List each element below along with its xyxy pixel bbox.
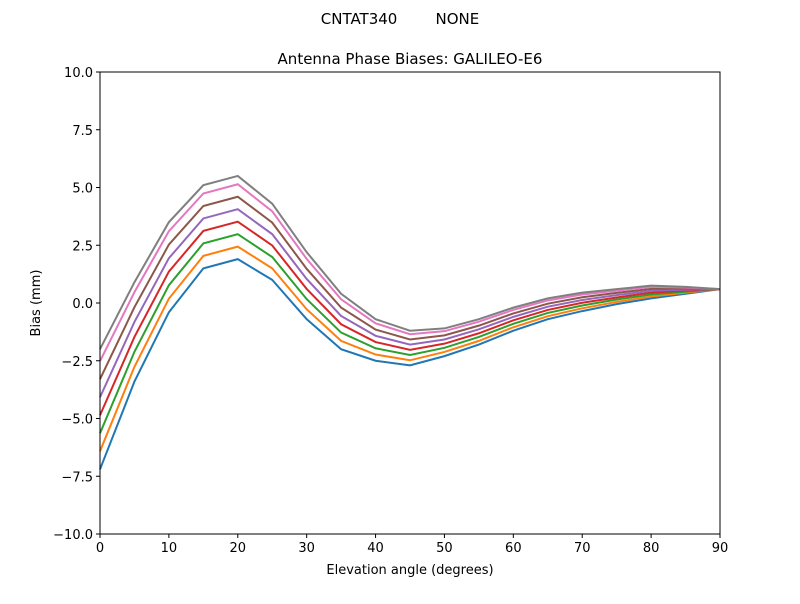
suptitle: CNTAT340 NONE xyxy=(321,10,479,28)
y-tick-label: 5.0 xyxy=(72,182,93,197)
x-tick-label: 20 xyxy=(230,541,247,556)
y-tick-label: 2.5 xyxy=(72,239,93,254)
x-tick-label: 40 xyxy=(367,541,384,556)
series-line-3 xyxy=(99,220,721,416)
x-tick-label: 10 xyxy=(161,541,178,556)
y-tick-label: −2.5 xyxy=(61,355,93,370)
y-tick-label: 0.0 xyxy=(72,297,93,312)
x-axis-label: Elevation angle (degrees) xyxy=(326,563,493,578)
x-tick-label: 30 xyxy=(298,541,315,556)
y-tick-label: −7.5 xyxy=(61,470,93,485)
x-tick-label: 70 xyxy=(574,541,591,556)
y-axis: −10.0 −7.5 −5.0 −2.5 0.0 2.5 5.0 7.5 10.0 xyxy=(53,66,100,543)
series-line-7 xyxy=(99,174,721,350)
x-axis: 0 10 20 30 40 50 60 70 80 90 xyxy=(96,534,728,556)
y-tick-label: 7.5 xyxy=(72,124,93,139)
y-tick-label: −5.0 xyxy=(61,413,93,428)
y-axis-label: Bias (mm) xyxy=(29,270,44,337)
x-tick-label: 60 xyxy=(505,541,522,556)
y-tick-label: 10.0 xyxy=(64,66,93,81)
chart-title: Antenna Phase Biases: GALILEO-E6 xyxy=(278,50,543,68)
series-line-6 xyxy=(99,183,721,362)
series-line-0 xyxy=(99,258,721,470)
series-line-5 xyxy=(99,195,721,380)
x-tick-label: 80 xyxy=(643,541,660,556)
series-line-4 xyxy=(99,208,721,398)
x-tick-label: 0 xyxy=(96,541,104,556)
series-line-1 xyxy=(99,245,721,452)
series-line-2 xyxy=(99,233,721,434)
series-lines xyxy=(99,174,721,470)
x-tick-label: 50 xyxy=(436,541,453,556)
x-tick-label: 90 xyxy=(712,541,729,556)
y-tick-label: −10.0 xyxy=(53,528,93,543)
